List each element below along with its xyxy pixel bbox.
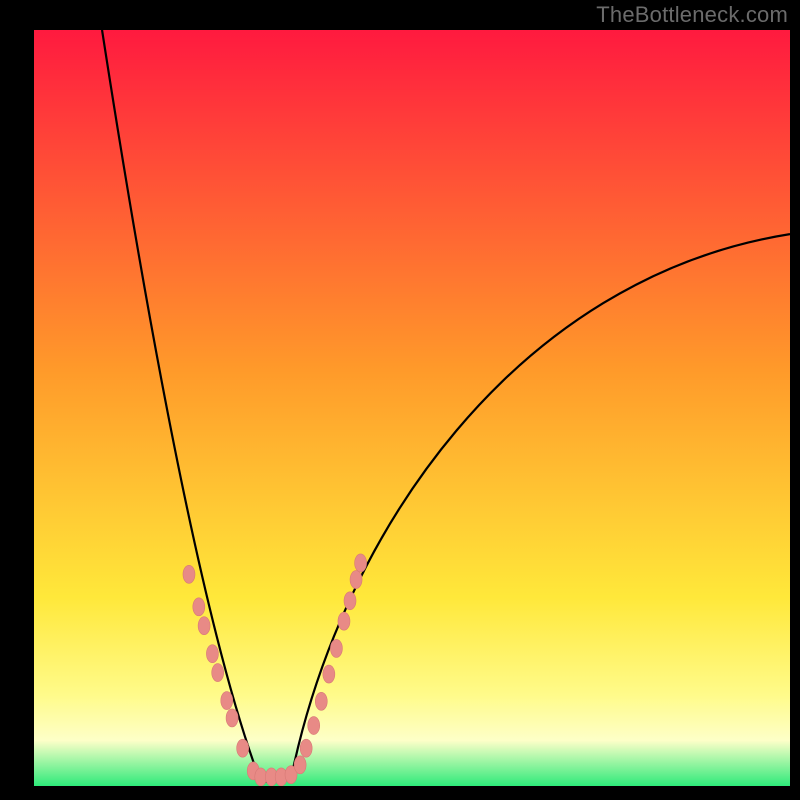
data-marker [308, 717, 320, 735]
data-marker [350, 571, 362, 589]
data-marker [193, 598, 205, 616]
data-marker [315, 692, 327, 710]
data-marker [338, 612, 350, 630]
data-marker [183, 565, 195, 583]
data-marker [221, 692, 233, 710]
data-marker [255, 768, 267, 786]
plot-gradient-area [34, 30, 790, 786]
data-marker [355, 554, 367, 572]
data-marker [237, 739, 249, 757]
data-marker [330, 639, 342, 657]
watermark-text: TheBottleneck.com [596, 2, 788, 28]
marker-group [183, 554, 367, 786]
data-marker [300, 739, 312, 757]
data-marker [206, 645, 218, 663]
curve-layer [34, 30, 790, 786]
data-marker [198, 617, 210, 635]
data-marker [226, 709, 238, 727]
bottleneck-curve [102, 30, 790, 782]
data-marker [323, 665, 335, 683]
data-marker [212, 664, 224, 682]
data-marker [294, 756, 306, 774]
data-marker [344, 592, 356, 610]
